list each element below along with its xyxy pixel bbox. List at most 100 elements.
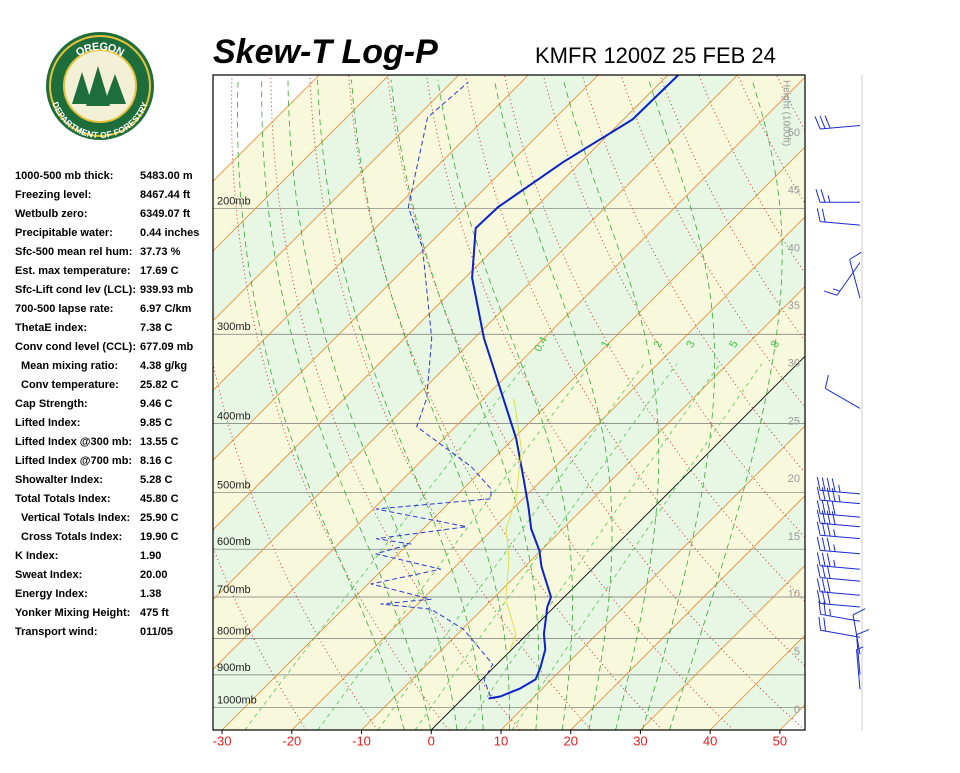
pressure-label: 900mb	[217, 662, 251, 674]
pressure-label: 800mb	[217, 625, 251, 637]
index-label: Precipitable water:	[15, 227, 113, 239]
dry-adiabat	[932, 75, 960, 730]
index-value: 25.82 C	[140, 379, 179, 391]
wind-barb	[825, 375, 860, 408]
index-value: 8467.44 ft	[140, 189, 190, 201]
height-label: 30	[788, 358, 800, 370]
index-value: 5.28 C	[140, 474, 172, 486]
wind-barb	[817, 510, 860, 527]
index-value: 011/05	[140, 626, 173, 638]
index-value: 939.93 mb	[140, 284, 193, 296]
pressure-label: 200mb	[217, 195, 251, 207]
pressure-label: 600mb	[217, 536, 251, 548]
height-label: 45	[788, 185, 800, 197]
height-label: 5	[794, 646, 800, 658]
x-tick-label: -20	[282, 733, 301, 748]
logo: OREGON DEPARTMENT OF FORESTRY	[46, 32, 154, 140]
index-label: Lifted Index:	[15, 417, 80, 429]
height-label: 40	[788, 242, 800, 254]
index-label: Showalter Index:	[15, 474, 103, 486]
index-label: Cross Totals Index:	[21, 531, 122, 543]
index-value: 0.44 inches	[140, 227, 199, 239]
index-label: Lifted Index @700 mb:	[15, 455, 132, 467]
x-tick-label: 20	[563, 733, 577, 748]
index-label: Sweat Index:	[15, 569, 82, 581]
height-label: 35	[788, 300, 800, 312]
index-value: 37.73 %	[140, 246, 181, 258]
chart-title: Skew-T Log-P	[213, 33, 438, 71]
index-value: 7.38 C	[140, 322, 172, 334]
index-value: 9.85 C	[140, 417, 172, 429]
index-label: ThetaE index:	[15, 322, 87, 334]
index-label: Energy Index:	[15, 588, 88, 600]
pressure-label: 500mb	[217, 480, 251, 492]
index-value: 6349.07 ft	[140, 208, 190, 220]
x-tick-label: -30	[213, 733, 232, 748]
index-label: K Index:	[15, 550, 58, 562]
dry-adiabat	[855, 75, 960, 730]
index-label: Vertical Totals Index:	[21, 512, 130, 524]
index-value: 13.55 C	[140, 436, 179, 448]
index-label: 1000-500 mb thick:	[15, 170, 113, 182]
index-label: 700-500 lapse rate:	[15, 303, 113, 315]
index-value: 9.46 C	[140, 398, 172, 410]
wind-barb	[815, 116, 860, 129]
indices-table: 1000-500 mb thick: 5483.00 m Freezing leve…	[15, 170, 199, 638]
height-label: 0	[794, 704, 800, 716]
index-value: 8.16 C	[140, 455, 172, 467]
wind-barb	[817, 487, 860, 504]
wind-barb	[816, 189, 860, 202]
x-tick-label: 10	[494, 733, 508, 748]
index-label: Freezing level:	[15, 189, 91, 201]
index-value: 25.90 C	[140, 512, 179, 524]
index-label: Total Totals Index:	[15, 493, 111, 505]
index-value: 6.97 C/km	[140, 303, 192, 315]
height-label: 10	[788, 589, 800, 601]
index-label: Est. max temperature:	[15, 265, 131, 277]
x-tick-label: 30	[633, 733, 647, 748]
index-value: 19.90 C	[140, 531, 179, 543]
index-label: Conv cond level (CCL):	[15, 341, 136, 353]
index-label: Wetbulb zero:	[15, 208, 88, 220]
index-value: 17.69 C	[140, 265, 179, 277]
wind-barb	[817, 537, 860, 554]
wind-barb	[817, 564, 860, 581]
height-axis-label: Height (1000ft)	[780, 80, 791, 146]
pressure-label: 700mb	[217, 584, 251, 596]
x-tick-label: 50	[773, 733, 787, 748]
index-label: Conv temperature:	[21, 379, 119, 391]
index-value: 1.90	[140, 550, 161, 562]
index-label: Transport wind:	[15, 626, 98, 638]
x-tick-label: -10	[352, 733, 371, 748]
height-label: 20	[788, 473, 800, 485]
isotherm	[780, 75, 960, 730]
index-value: 1.38	[140, 588, 161, 600]
dry-adiabat	[816, 75, 960, 730]
wind-barb	[817, 477, 860, 494]
pressure-label: 1000mb	[217, 694, 257, 706]
wind-barb	[817, 208, 860, 225]
index-value: 677.09 mb	[140, 341, 193, 353]
index-label: Lifted Index @300 mb:	[15, 436, 132, 448]
height-label: 25	[788, 415, 800, 427]
wind-barb	[817, 552, 860, 569]
index-value: 5483.00 m	[140, 170, 193, 182]
height-label: 15	[788, 531, 800, 543]
x-tick-label: 40	[703, 733, 717, 748]
pressure-label: 400mb	[217, 410, 251, 422]
chart-subtitle: KMFR 1200Z 25 FEB 24	[535, 43, 776, 68]
index-value: 45.80 C	[140, 493, 179, 505]
index-value: 20.00	[140, 569, 168, 581]
index-value: 4.38 g/kg	[140, 360, 187, 372]
pressure-label: 300mb	[217, 321, 251, 333]
index-label: Mean mixing ratio:	[21, 360, 118, 372]
index-label: Cap Strength:	[15, 398, 88, 410]
dry-adiabat	[893, 75, 960, 730]
index-label: Sfc-500 mean rel hum:	[15, 246, 132, 258]
x-tick-label: 0	[428, 733, 435, 748]
index-value: 475 ft	[140, 607, 169, 619]
index-label: Yonker Mixing Height:	[15, 607, 130, 619]
index-label: Sfc-Lift cond lev (LCL):	[15, 284, 136, 296]
